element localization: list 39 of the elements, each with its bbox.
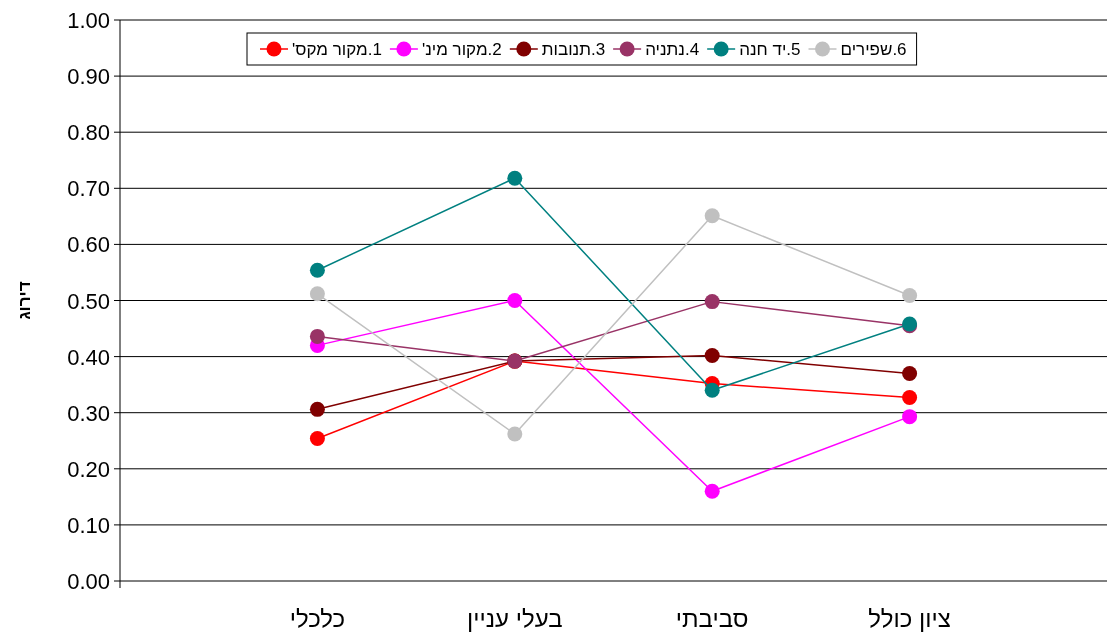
y-tick-label: 0.90	[67, 64, 110, 90]
point	[309, 328, 325, 344]
point	[902, 390, 918, 406]
legend-label: 2.מקור מינ'	[421, 40, 502, 59]
x-tick-label: סביבתי	[675, 605, 749, 632]
x-tick-label: כלכלי	[289, 605, 346, 632]
point	[902, 365, 918, 381]
point	[902, 287, 918, 303]
y-axis-title: דירוג	[15, 281, 34, 320]
legend-label: 5.יד חנה	[739, 40, 801, 59]
point	[309, 262, 325, 278]
y-tick-label: 0.20	[67, 456, 110, 482]
point	[309, 286, 325, 302]
y-tick-label: 0.60	[67, 232, 110, 258]
y-tick-label: 0.50	[67, 288, 110, 314]
point	[704, 294, 720, 310]
y-tick-label: 0.40	[67, 344, 110, 370]
point	[309, 431, 325, 447]
point	[704, 208, 720, 224]
y-tick-label: 0.30	[67, 400, 110, 426]
point	[704, 382, 720, 398]
point	[704, 483, 720, 499]
y-tick-label: 0.10	[67, 512, 110, 538]
y-tick-label: 0.80	[67, 120, 110, 146]
x-tick-label: בעלי עניין	[467, 605, 563, 632]
legend-label: 3.תנובות	[541, 40, 606, 59]
legend-label: 6.שפירים	[840, 40, 907, 59]
legend-label: 1.מקור מקס'	[292, 40, 382, 59]
point	[902, 409, 918, 425]
point	[507, 293, 523, 308]
point	[507, 170, 523, 186]
y-tick-label: 0.00	[67, 569, 110, 594]
y-tick-label: 1.00	[67, 8, 110, 33]
point	[507, 426, 523, 442]
y-tick-label: 0.70	[67, 176, 110, 202]
legend-label: 4.נתניה	[645, 40, 700, 59]
x-tick-label: ציון כולל	[868, 605, 951, 632]
point	[704, 347, 720, 363]
point	[309, 401, 325, 417]
